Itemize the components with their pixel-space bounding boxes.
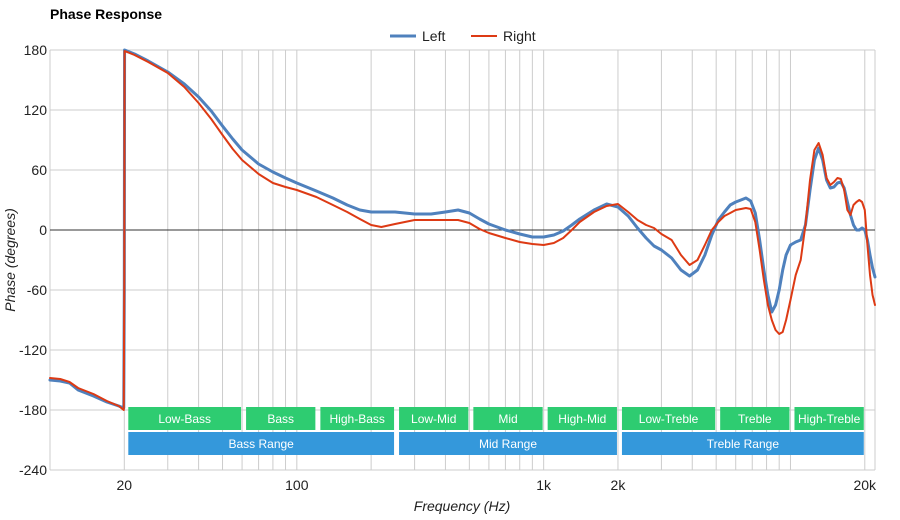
band-high-treble: [794, 407, 864, 430]
legend: Left Right: [390, 28, 536, 44]
band-label: Low-Treble: [639, 412, 699, 426]
band-mid: [473, 407, 543, 430]
chart-title: Phase Response: [50, 6, 162, 22]
band-high-mid: [547, 407, 617, 430]
series-line-left: [48, 48, 877, 410]
x-tick-label: 20: [117, 477, 133, 493]
band-label: Treble: [738, 412, 772, 426]
band-label: High-Mid: [558, 412, 606, 426]
x-tick-label: 20k: [853, 477, 877, 493]
band-bass: [246, 407, 316, 430]
band-label: Bass Range: [228, 437, 294, 451]
y-tick-label: 120: [24, 102, 48, 118]
band-label: High-Treble: [798, 412, 861, 426]
band-treble: [720, 407, 790, 430]
legend-label-left: Left: [422, 28, 445, 44]
y-tick-label: 60: [31, 162, 47, 178]
y-tick-label: 180: [24, 42, 48, 58]
band-label: Low-Bass: [158, 412, 211, 426]
y-tick-label: -180: [19, 402, 47, 418]
band-bass-range: [128, 432, 395, 455]
series-line-right: [49, 50, 876, 411]
legend-label-right: Right: [503, 28, 536, 44]
band-label: High-Bass: [330, 412, 385, 426]
y-tick-label: 0: [39, 222, 47, 238]
x-axis-title: Frequency (Hz): [414, 498, 510, 514]
band-label: Mid Range: [479, 437, 537, 451]
series-lines: [48, 48, 877, 411]
x-tick-label: 100: [285, 477, 309, 493]
y-tick-label: -60: [27, 282, 47, 298]
y-axis-title: Phase (degrees): [2, 208, 18, 312]
minor-gridlines: [49, 50, 876, 470]
band-treble-range: [621, 432, 864, 455]
x-tick-label: 2k: [611, 477, 627, 493]
x-axis-ticks: 20 100 1k 2k 20k: [117, 477, 878, 493]
y-tick-label: -240: [19, 462, 47, 478]
band-low-bass: [128, 407, 242, 430]
band-high-bass: [320, 407, 395, 430]
band-low-treble: [621, 407, 716, 430]
band-low-mid: [399, 407, 469, 430]
band-mid-range: [399, 432, 617, 455]
band-label: Treble Range: [707, 437, 780, 451]
band-label: Mid: [498, 412, 517, 426]
x-tick-label: 1k: [536, 477, 552, 493]
y-tick-label: -120: [19, 342, 47, 358]
band-label: Low-Mid: [411, 412, 456, 426]
y-axis-ticks: 180 120 60 0 -60 -120 -180 -240: [19, 42, 47, 478]
frequency-bands: Low-Bass Bass High-Bass Low-Mid Mid High-Mid L…: [128, 407, 864, 455]
band-label: Bass: [267, 412, 294, 426]
